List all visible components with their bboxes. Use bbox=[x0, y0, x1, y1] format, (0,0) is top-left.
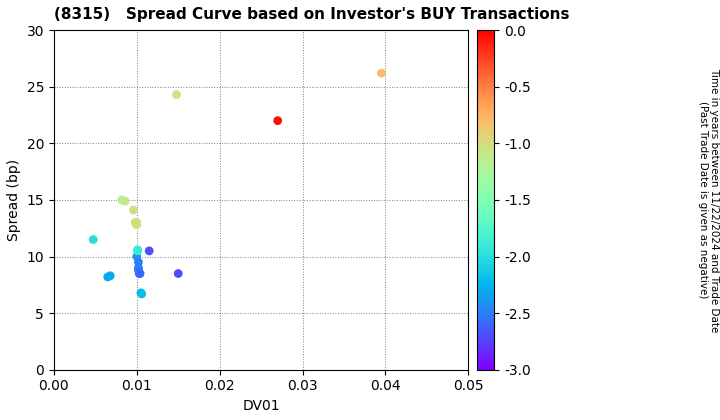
Y-axis label: Spread (bp): Spread (bp) bbox=[7, 159, 21, 241]
Point bbox=[102, 273, 114, 280]
Point bbox=[132, 259, 144, 265]
Point bbox=[130, 219, 141, 226]
Point bbox=[272, 117, 284, 124]
Point bbox=[120, 198, 131, 205]
Point bbox=[132, 247, 143, 253]
Point bbox=[171, 91, 182, 98]
Point bbox=[131, 219, 143, 226]
Point bbox=[87, 236, 99, 243]
Point bbox=[131, 253, 143, 260]
Point bbox=[135, 270, 146, 277]
Y-axis label: Time in years between 11/22/2024 and Trade Date
(Past Trade Date is given as neg: Time in years between 11/22/2024 and Tra… bbox=[698, 68, 719, 332]
Point bbox=[133, 270, 145, 277]
Point bbox=[143, 247, 155, 254]
Point bbox=[104, 273, 116, 279]
Point bbox=[116, 197, 127, 203]
Point bbox=[131, 221, 143, 228]
Point bbox=[127, 207, 139, 213]
X-axis label: DV01: DV01 bbox=[243, 399, 280, 413]
Point bbox=[132, 265, 144, 271]
Point bbox=[173, 270, 184, 277]
Point bbox=[132, 247, 143, 254]
Text: (8315)   Spread Curve based on Investor's BUY Transactions: (8315) Spread Curve based on Investor's … bbox=[54, 7, 570, 22]
Point bbox=[376, 70, 387, 76]
Point bbox=[135, 289, 147, 296]
Point bbox=[136, 291, 148, 297]
Point bbox=[132, 267, 144, 273]
